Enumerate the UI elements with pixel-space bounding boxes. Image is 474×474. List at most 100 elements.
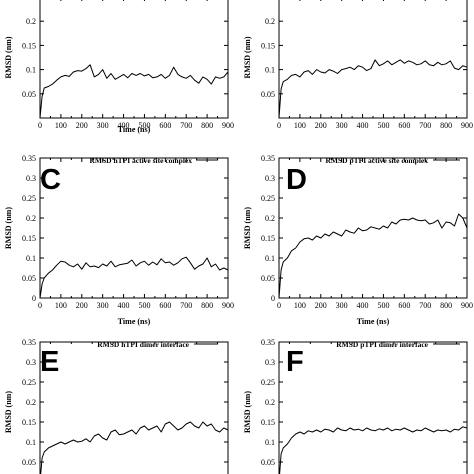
x-tick-label: 200 xyxy=(315,301,327,310)
x-tick-label: 400 xyxy=(118,301,130,310)
y-tick-label: 0.35 xyxy=(261,154,275,163)
y-tick-label: 0.25 xyxy=(261,194,275,203)
x-tick-label: 0 xyxy=(277,121,281,130)
y-tick-label: 0.1 xyxy=(26,438,36,447)
panel-6: 0.05 0.1 0.15 0.2 0.25 0.3 0.35 RMSD (nm) F RMSD … xyxy=(243,338,468,474)
x-tick-label: 800 xyxy=(201,301,213,310)
rmsd-series-line xyxy=(279,426,468,474)
rmsd-series-line xyxy=(278,213,468,299)
y-axis-label: RMSD (nm) xyxy=(243,36,252,78)
x-tick-label: 200 xyxy=(315,121,327,130)
x-tick-label: 100 xyxy=(55,301,67,310)
plot-frame xyxy=(278,341,468,474)
x-axis-label: Time (ns) xyxy=(357,317,390,326)
rmsd-series-line xyxy=(40,421,229,474)
legend-label: RMSD hTPI dimer interface xyxy=(97,340,189,349)
x-tick-label: 300 xyxy=(97,301,109,310)
x-tick-label: 100 xyxy=(55,121,67,130)
y-axis-label: RMSD (nm) xyxy=(4,391,13,433)
y-tick-label: 0.25 xyxy=(22,0,36,2)
rmsd-series-line xyxy=(278,59,468,119)
y-tick-label: 0.1 xyxy=(26,66,36,75)
panel-2: 0.05 0.1 0.15 0.2 0.25 0 100 200 300 400 500 600 700… xyxy=(243,0,473,130)
x-tick-label: 800 xyxy=(201,121,213,130)
x-tick-label: 900 xyxy=(222,301,234,310)
y-tick-label: 0.35 xyxy=(261,338,275,347)
y-tick-label: 0.05 xyxy=(261,458,275,467)
x-tick-label: 400 xyxy=(357,121,369,130)
y-axis-label: RMSD (nm) xyxy=(243,207,252,249)
y-tick-label: 0.35 xyxy=(22,154,36,163)
x-tick-label: 500 xyxy=(377,301,389,310)
y-tick-label: 0.15 xyxy=(261,418,275,427)
rmsd-series-line xyxy=(39,256,229,299)
x-tick-label: 700 xyxy=(180,121,192,130)
panel-4: 0 0.05 0.1 0.15 0.2 0.25 0.3 0.35 0 100 200 300 400 5… xyxy=(243,154,473,326)
y-tick-label: 0.05 xyxy=(261,274,275,283)
x-tick-label: 100 xyxy=(294,121,306,130)
x-tick-label: 500 xyxy=(138,301,150,310)
x-tick-label: 200 xyxy=(76,301,88,310)
y-tick-label: 0.1 xyxy=(265,254,275,263)
plot-frame xyxy=(39,157,229,299)
panel-letter: E xyxy=(40,346,59,378)
y-tick-label: 0.05 xyxy=(22,90,36,99)
y-tick-label: 0.1 xyxy=(26,254,36,263)
x-tick-label: 900 xyxy=(461,121,473,130)
y-tick-label: 0.1 xyxy=(265,438,275,447)
x-tick-label: 700 xyxy=(180,301,192,310)
x-axis-label: Time (ns) xyxy=(118,125,151,134)
y-tick-label: 0.2 xyxy=(265,17,275,26)
panel-letter: C xyxy=(40,164,61,196)
y-tick-label: 0.2 xyxy=(265,398,275,407)
plot-frame xyxy=(39,0,229,119)
y-tick-label: 0.25 xyxy=(261,378,275,387)
panel-letter: D xyxy=(286,164,307,196)
x-tick-label: 0 xyxy=(38,121,42,130)
y-axis-label: RMSD (nm) xyxy=(243,391,252,433)
x-tick-label: 100 xyxy=(294,301,306,310)
y-tick-label: 0.2 xyxy=(26,214,36,223)
y-axis-label: RMSD (nm) xyxy=(4,36,13,78)
y-tick-label: 0.2 xyxy=(265,214,275,223)
y-tick-label: 0.15 xyxy=(261,234,275,243)
panel-3: 0 0.05 0.1 0.15 0.2 0.25 0.3 0.35 0 100 200 300 400 5… xyxy=(4,154,234,326)
x-tick-label: 800 xyxy=(440,121,452,130)
x-axis-label: Time (ns) xyxy=(118,317,151,326)
y-tick-label: 0.3 xyxy=(26,358,36,367)
x-tick-label: 400 xyxy=(357,301,369,310)
x-tick-label: 700 xyxy=(419,301,431,310)
x-tick-label: 800 xyxy=(440,301,452,310)
y-tick-label: 0.15 xyxy=(22,41,36,50)
y-tick-label: 0.3 xyxy=(26,174,36,183)
legend-label: RMSD pTPI dimer interface xyxy=(336,340,428,349)
panel-1: 0.05 0.1 0.15 0.2 0.25 0 100 200 300 400 500 600 700… xyxy=(4,0,234,134)
y-tick-label: 0.15 xyxy=(261,41,275,50)
panel-letter: F xyxy=(286,346,304,378)
y-tick-label: 0.25 xyxy=(22,194,36,203)
plot-frame xyxy=(39,341,229,474)
x-tick-label: 600 xyxy=(398,121,410,130)
plot-frame xyxy=(278,0,468,119)
x-tick-label: 300 xyxy=(97,121,109,130)
y-tick-label: 0.15 xyxy=(22,234,36,243)
x-tick-label: 900 xyxy=(461,301,473,310)
x-tick-label: 300 xyxy=(336,301,348,310)
x-tick-label: 0 xyxy=(38,301,42,310)
y-tick-label: 0 xyxy=(271,294,275,303)
x-tick-label: 200 xyxy=(76,121,88,130)
x-tick-label: 500 xyxy=(138,121,150,130)
x-tick-label: 700 xyxy=(419,121,431,130)
x-tick-label: 600 xyxy=(159,301,171,310)
y-tick-label: 0.15 xyxy=(22,418,36,427)
y-tick-label: 0.25 xyxy=(22,378,36,387)
x-tick-label: 600 xyxy=(159,121,171,130)
y-tick-label: 0.3 xyxy=(265,358,275,367)
y-tick-label: 0.05 xyxy=(261,90,275,99)
legend-label: RMSD pTPI active site complex xyxy=(326,156,429,165)
x-tick-label: 600 xyxy=(398,301,410,310)
x-tick-label: 300 xyxy=(336,121,348,130)
x-tick-label: 0 xyxy=(277,301,281,310)
panel-5: 0.05 0.1 0.15 0.2 0.25 0.3 0.35 RMSD (nm) E RMSD … xyxy=(4,338,229,474)
